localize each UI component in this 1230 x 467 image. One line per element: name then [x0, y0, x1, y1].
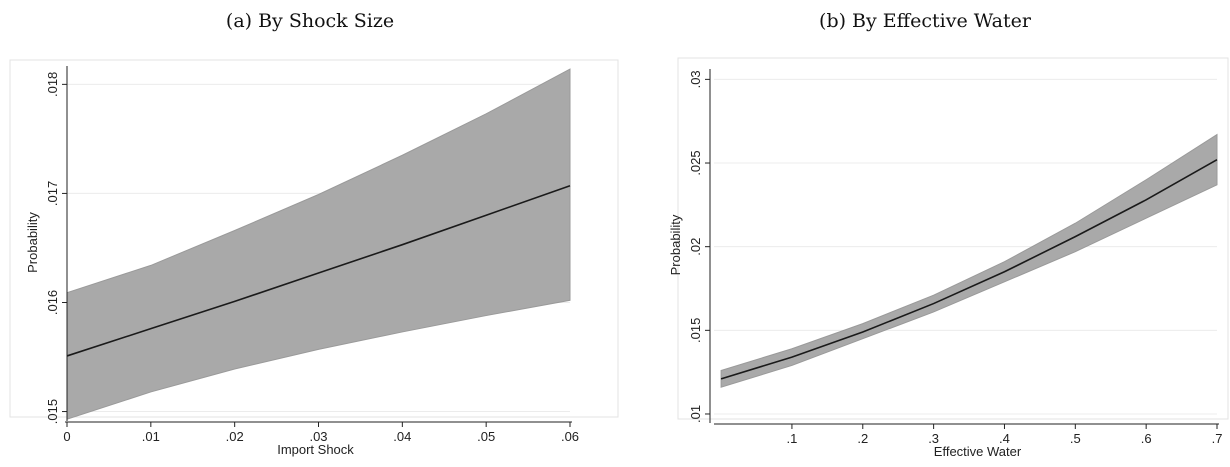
- series-line: [720, 158, 1218, 380]
- x-tick-label: .03: [309, 429, 327, 444]
- y-tick-label: .025: [688, 150, 703, 175]
- y-tick-label: .018: [45, 72, 60, 97]
- x-tick-label: .3: [928, 431, 939, 446]
- y-tick-label: .016: [45, 290, 60, 315]
- y-tick-label: .01: [688, 405, 703, 423]
- chart-title: (b) By Effective Water: [819, 10, 1031, 32]
- y-axis-label: Probability: [25, 212, 40, 273]
- x-tick-label: .01: [142, 429, 160, 444]
- x-tick-label: .2: [857, 431, 868, 446]
- chart-plot-area: .01 .015 .02 .025 .03 .1 .2 .3 .4 .5 .6 .7 Effective…: [668, 57, 1229, 459]
- y-tick-label: .02: [688, 238, 703, 256]
- x-tick-label: .4: [999, 431, 1010, 446]
- x-tick-label: .6: [1141, 431, 1152, 446]
- y-tick-label: .03: [688, 70, 703, 88]
- chart-title: (a) By Shock Size: [225, 10, 395, 32]
- x-tick-label: .5: [1070, 431, 1081, 446]
- x-tick-label: .05: [477, 429, 495, 444]
- y-tick-label: .017: [45, 181, 60, 206]
- x-tick-label: .02: [226, 429, 244, 444]
- x-tick-label: .1: [787, 431, 798, 446]
- y-tick-label: .015: [45, 399, 60, 424]
- chart-panel-effective-water: (b) By Effective Water .01 .015 .02 .025 .03…: [620, 0, 1230, 467]
- x-tick-label: .04: [393, 429, 411, 444]
- chart-panel-shock-size: (a) By Shock Size .015.016.017.018 0.01.0…: [9, 10, 619, 457]
- y-tick-label: .015: [688, 318, 703, 343]
- confidence-band: [720, 133, 1218, 388]
- x-axis-label: Effective Water: [934, 444, 1022, 459]
- x-axis-label: Import Shock: [277, 442, 354, 457]
- x-tick-label: 0: [63, 429, 70, 444]
- x-tick-label: .7: [1212, 431, 1223, 446]
- y-axis-label: Probability: [668, 214, 683, 275]
- confidence-band: [66, 68, 571, 420]
- x-tick-label: .06: [561, 429, 579, 444]
- chart-plot-area: .015 .016 .017 .018 0 .01 .02 .03 .04 .05 .06 Impor…: [9, 59, 619, 457]
- series-line: [66, 185, 571, 357]
